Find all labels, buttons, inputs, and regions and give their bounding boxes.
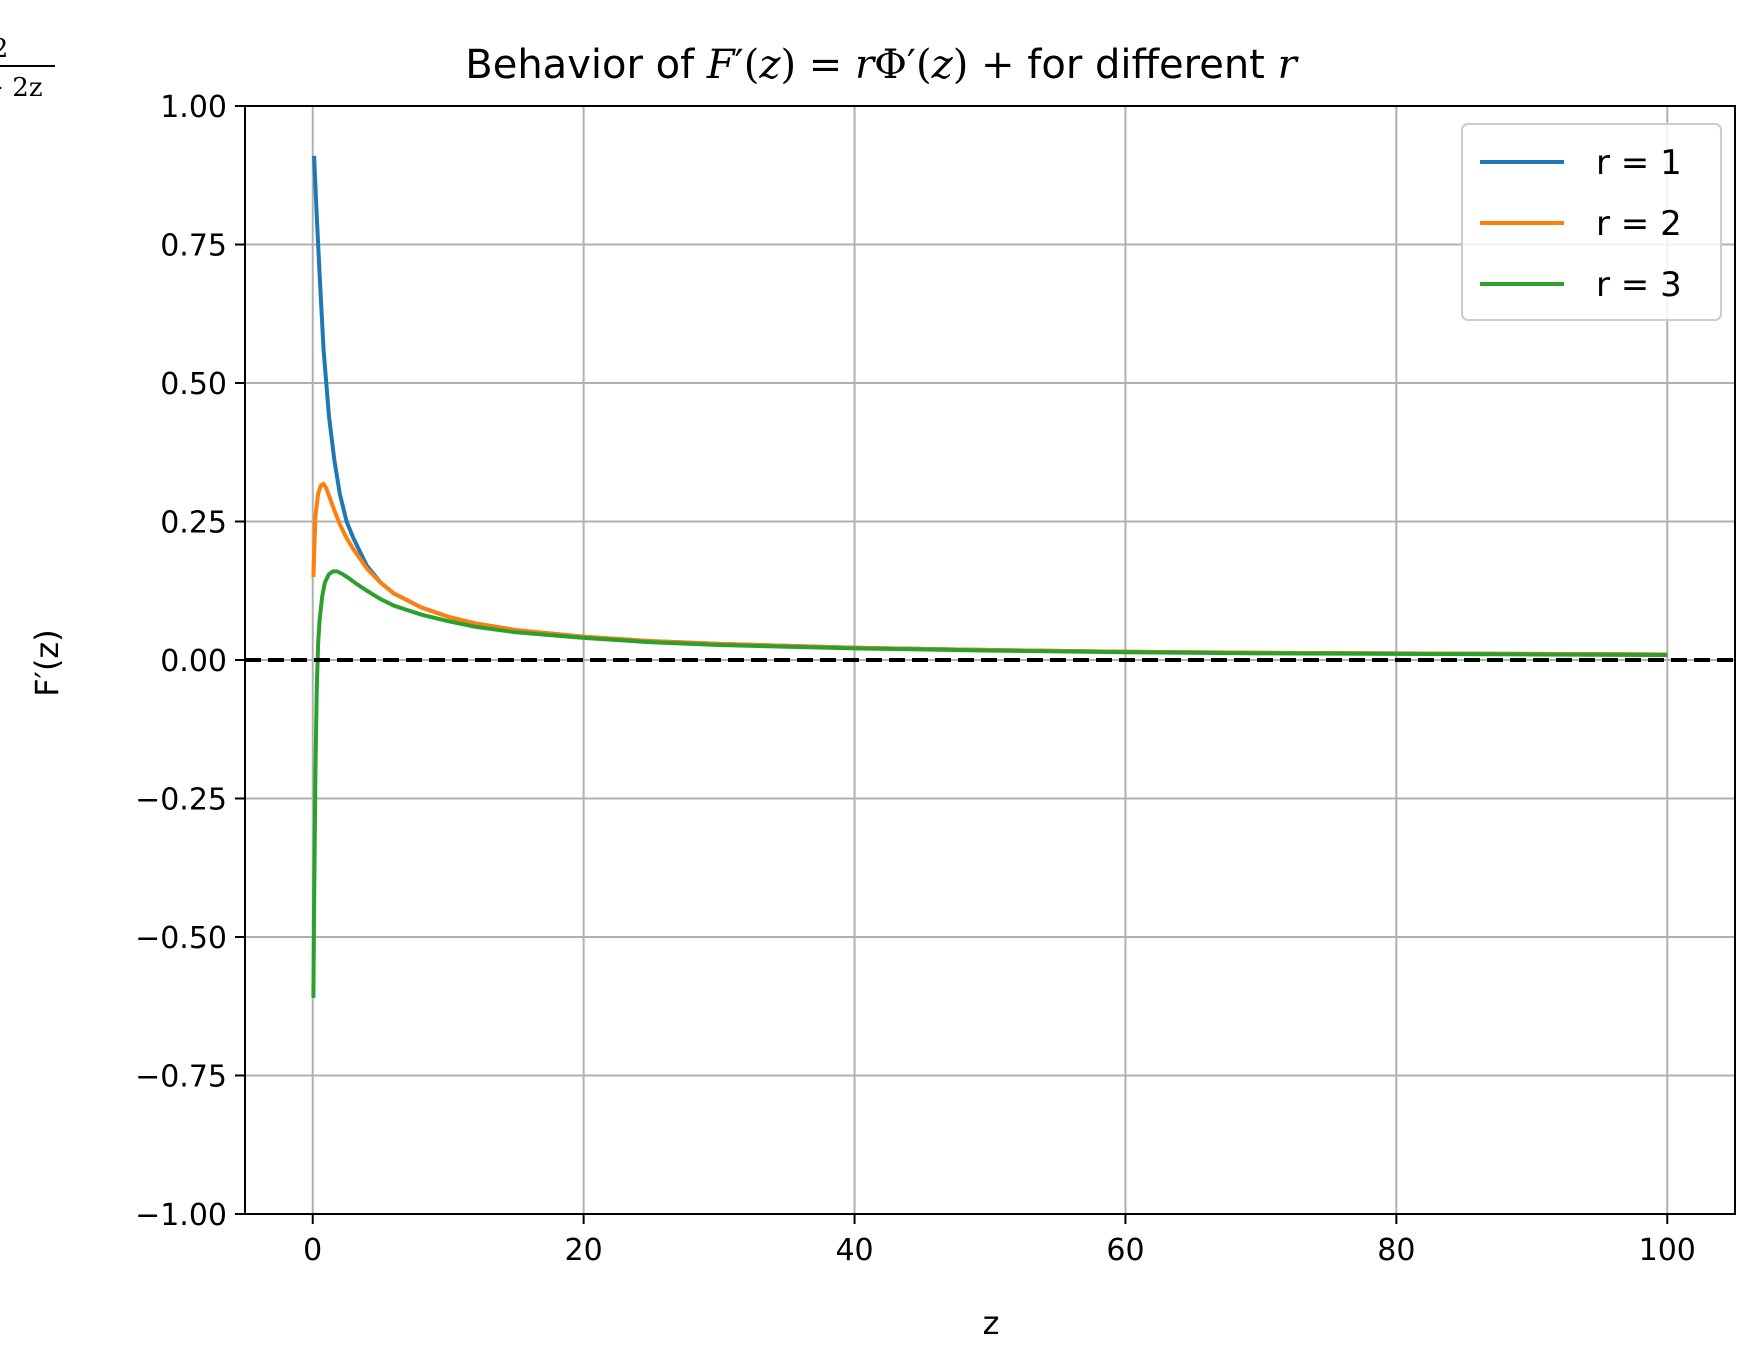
legend-label-r1: r = 1 [1596, 143, 1682, 183]
x-tick-label: 0 [303, 1233, 322, 1268]
y-tick-label: 1.00 [160, 90, 227, 125]
title-fraction-numerator: 2 [0, 34, 8, 64]
chart-title: Behavior of F′(z) = rΦ′(z) + for differe… [465, 42, 1299, 88]
series-line-r3 [311, 569, 1668, 998]
x-axis-ticks: 0 20 40 60 80 100 [303, 1214, 1696, 1268]
x-tick-label: 20 [565, 1233, 603, 1268]
x-axis-label: z [983, 1304, 1000, 1342]
title-close-paren-2: ) [953, 42, 969, 88]
title-open-paren: ( [744, 42, 760, 88]
title-z: z [758, 42, 781, 88]
legend-label-r2: r = 2 [1596, 204, 1682, 244]
legend-label-r3: r = 3 [1596, 265, 1682, 305]
title-open-paren-2: ( [916, 42, 932, 88]
title-r-end: r [1278, 42, 1300, 88]
y-tick-label: −0.75 [135, 1060, 227, 1095]
title-fraction-denominator: 1 + 2z [0, 73, 43, 103]
legend: r = 1 r = 2 r = 3 [1461, 123, 1722, 321]
title-close-paren: ) [780, 42, 796, 88]
title-z-2: z [931, 42, 954, 88]
x-tick-label: 60 [1106, 1233, 1144, 1268]
x-tick-label: 40 [835, 1233, 873, 1268]
title-equals: = [796, 42, 855, 88]
y-tick-label: −0.25 [135, 783, 227, 818]
y-tick-label: 0.25 [160, 506, 227, 541]
title-prime: ′ [735, 42, 744, 88]
title-suffix: for different [1027, 42, 1277, 88]
title-plus: + [968, 42, 1027, 88]
y-tick-label: −0.50 [135, 921, 227, 956]
y-axis-label: F′(z) [28, 629, 66, 696]
x-tick-label: 80 [1377, 1233, 1415, 1268]
title-fraction: 2 1 + 2z [0, 34, 55, 103]
y-tick-label: 0.75 [160, 229, 227, 264]
title-prime-2: ′ [907, 42, 916, 88]
title-phi: Φ [874, 42, 907, 88]
x-tick-label: 100 [1639, 1233, 1696, 1268]
title-prefix: Behavior of [465, 42, 707, 88]
title-F: F [706, 42, 736, 88]
y-tick-label: 0.00 [160, 644, 227, 679]
y-tick-label: −1.00 [135, 1198, 227, 1233]
y-axis-ticks: 1.00 0.75 0.50 0.25 0.00 −0.25 −0.50 −0.75 −1.00 [135, 90, 245, 1233]
series-group [245, 155, 1735, 998]
y-tick-label: 0.50 [160, 367, 227, 402]
title-r: r [855, 42, 877, 88]
legend-box [1461, 123, 1722, 321]
